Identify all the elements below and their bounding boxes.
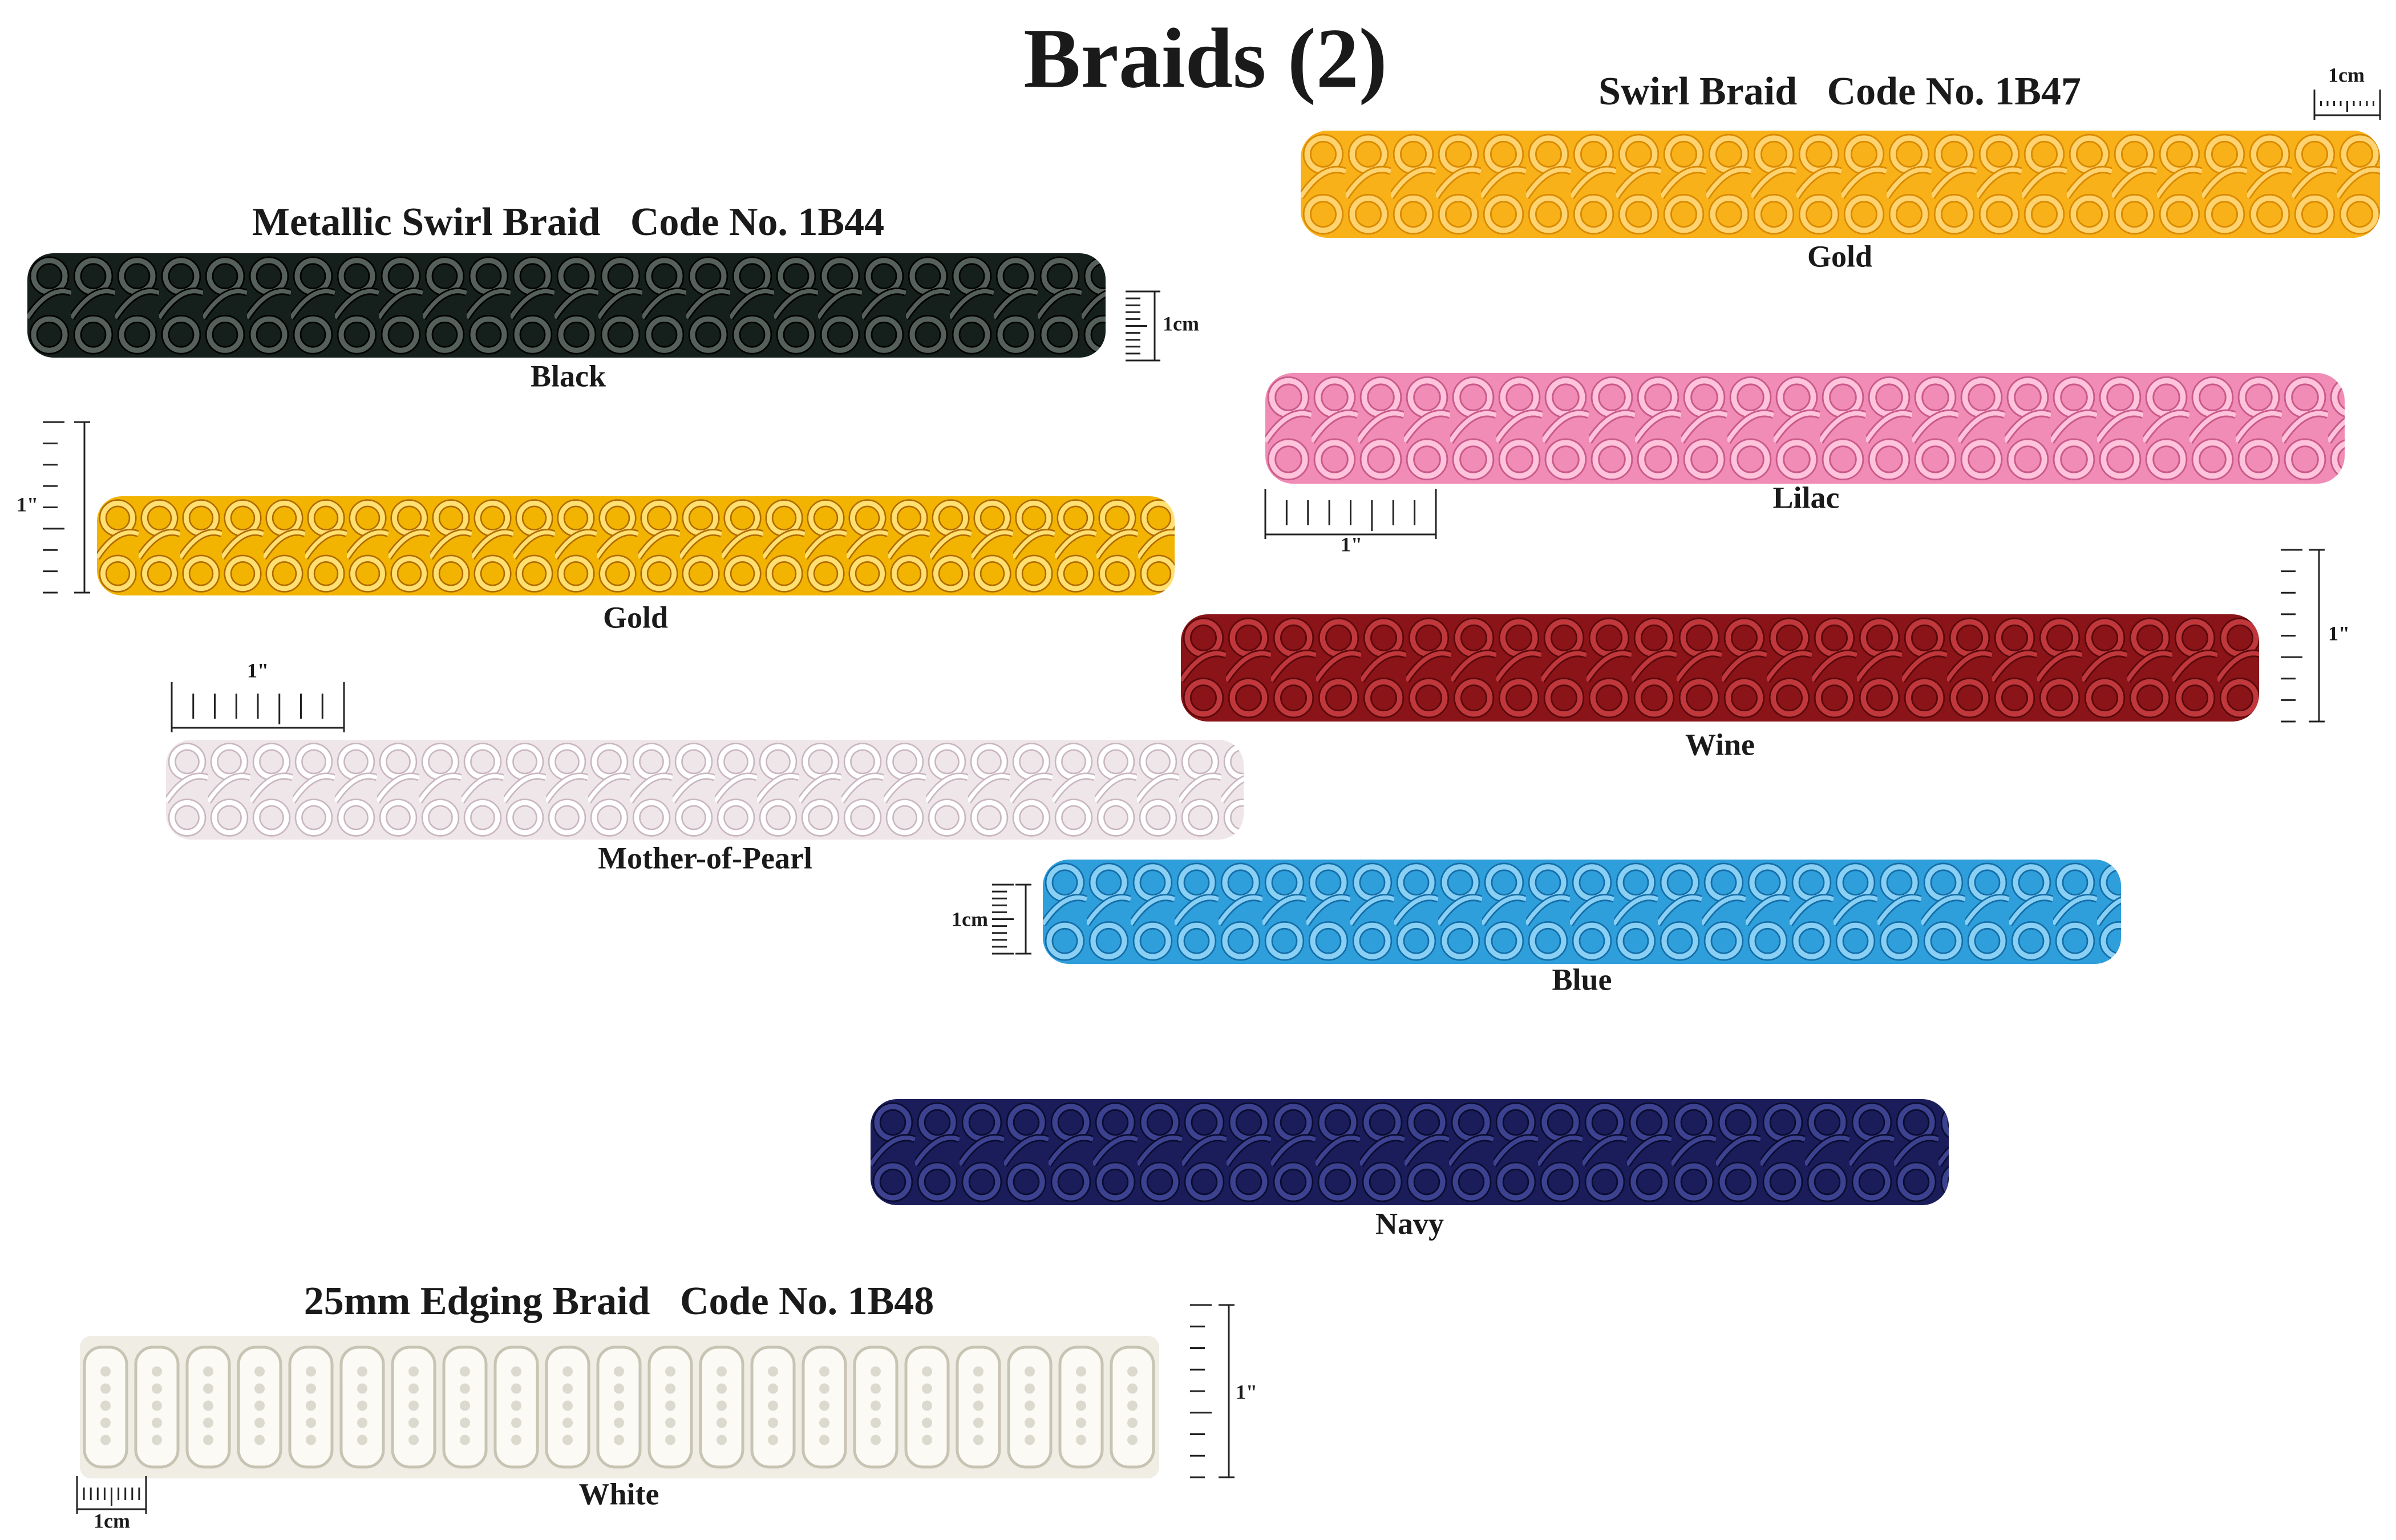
braid-swatch <box>80 1336 1159 1478</box>
ruler-label: 1" <box>1341 533 1362 556</box>
scale-ruler <box>1264 489 1437 539</box>
page-title: Braids (2) <box>1023 11 1387 106</box>
swatch-label: Gold <box>603 600 668 634</box>
swatch-label: Navy <box>1375 1206 1444 1241</box>
swatch-label: Blue <box>1552 962 1612 996</box>
braid-swatch <box>97 496 1175 595</box>
ruler-label: 1cm <box>952 907 988 930</box>
swatch-label: Lilac <box>1773 480 1840 514</box>
swatch-label: Mother-of-Pearl <box>598 841 812 875</box>
scale-ruler <box>2281 549 2325 723</box>
braid-swatch <box>871 1099 1949 1205</box>
scale-ruler <box>1126 290 1160 362</box>
swatch-label: White <box>579 1477 659 1511</box>
swatch-label: Black <box>531 359 606 393</box>
braid-swatch <box>1043 860 2121 964</box>
ruler-label: 1" <box>1236 1380 1257 1403</box>
scale-ruler <box>171 682 345 732</box>
braid-swatch <box>166 740 1244 840</box>
ruler-label: 1" <box>2328 622 2350 645</box>
section-heading: 25mm Edging Braid Code No. 1B48 <box>304 1279 934 1323</box>
scale-ruler <box>76 1476 147 1514</box>
ruler-label: 1cm <box>2328 63 2365 86</box>
section-heading: Swirl Braid Code No. 1B47 <box>1598 70 2081 114</box>
braid-swatch <box>27 253 1106 358</box>
braid-swatch <box>1181 614 2259 722</box>
scale-ruler <box>992 884 1031 955</box>
scale-ruler <box>43 421 90 594</box>
ruler-label: 1cm <box>94 1509 130 1532</box>
braid-swatch <box>1301 131 2380 238</box>
braid-swatch <box>1265 373 2345 484</box>
section-heading: Metallic Swirl Braid Code No. 1B44 <box>252 200 884 244</box>
ruler-label: 1" <box>247 659 269 682</box>
scale-ruler <box>1190 1304 1235 1478</box>
swatch-label: Gold <box>1807 239 1872 273</box>
ruler-label: 1" <box>17 493 38 516</box>
swatch-label: Wine <box>1685 727 1755 761</box>
scale-ruler <box>2313 90 2381 120</box>
ruler-label: 1cm <box>1163 312 1199 335</box>
